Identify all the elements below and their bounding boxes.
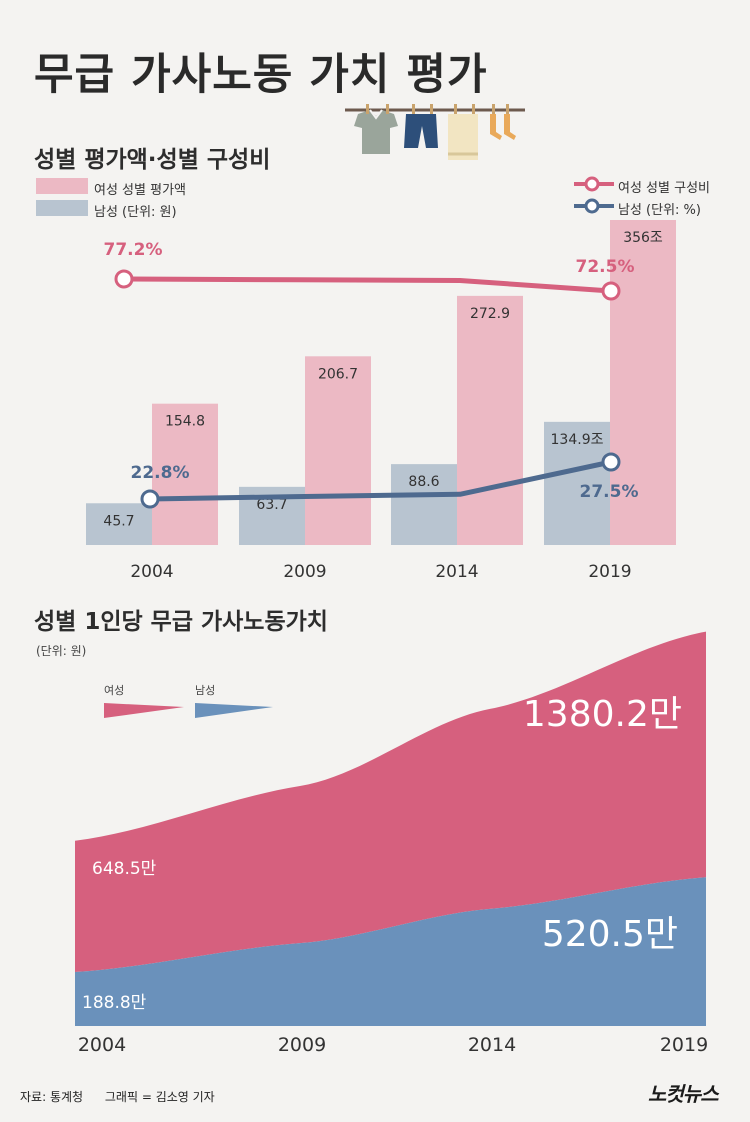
line-label-female-2019: 72.5%	[576, 257, 635, 277]
x-tick-2014: 2014	[435, 562, 478, 582]
bar-line-chart: 45.7 154.8 2004 63.7 206.7 2009 88.6 272.9 2014 1…	[86, 220, 676, 582]
x-tick-2019: 2019	[588, 562, 631, 582]
line-male	[149, 459, 612, 502]
area-label-male-2004: 188.8만	[82, 993, 147, 1013]
area-label-male-2019: 520.5만	[542, 914, 678, 955]
line-label-male-2019: 27.5%	[580, 482, 639, 502]
area-chart: 여성 남성 648.5만 1380.2만 188.8만 520.5만 2004 2009 2…	[75, 631, 708, 1056]
chart1-subtitle: 성별 평가액·성별 구성비	[34, 147, 271, 173]
x-tick-2019: 2019	[660, 1034, 708, 1056]
x-tick-2004: 2004	[78, 1034, 126, 1056]
area-female	[75, 631, 706, 973]
bar-label-female-2004: 154.8	[165, 414, 205, 430]
legend-label-female-line: 여성 성별 구성비	[618, 181, 710, 196]
line-point-male-2004	[140, 489, 160, 509]
chart2-unit: (단위: 원)	[36, 644, 87, 658]
x-tick-2014: 2014	[468, 1034, 516, 1056]
area-label-female-2019: 1380.2만	[523, 694, 682, 735]
bar-female-2014	[457, 295, 523, 545]
bar-label-female-2009: 206.7	[318, 366, 358, 382]
x-tick-2004: 2004	[130, 562, 173, 582]
footer-credits: 자료: 통계청 그래픽 = 김소영 기자	[20, 1088, 233, 1105]
legend-swatch-male-bar	[36, 200, 88, 216]
line-point-male-2019	[601, 452, 621, 472]
bar-female-2009	[305, 356, 371, 545]
legend-line-icons	[574, 176, 614, 214]
page-title: 무급 가사노동 가치 평가	[34, 50, 488, 100]
legend-swatch-female-bar	[36, 178, 88, 194]
bar-female-2004	[152, 403, 218, 545]
bar-label-male-2009: 63.7	[256, 497, 287, 513]
bar-female-2019	[610, 220, 676, 545]
legend-label-male-area: 남성	[195, 684, 215, 697]
area-male	[75, 877, 706, 1026]
bar-male-2019	[544, 421, 610, 545]
legend-swatch-male-area	[195, 703, 273, 718]
area-label-female-2004: 648.5만	[92, 859, 157, 879]
pants-icon	[404, 114, 438, 148]
bar-label-male-2019: 134.9조	[551, 432, 604, 448]
legend-label-female-bar: 여성 성별 평가액	[94, 183, 186, 198]
chart2-subtitle: 성별 1인당 무급 가사노동가치	[34, 609, 328, 635]
laundry-line-icon	[345, 104, 525, 160]
bar-male-2014	[391, 464, 457, 545]
line-label-male-2004: 22.8%	[131, 463, 190, 483]
towel-icon	[448, 114, 478, 160]
shirt-icon	[354, 109, 398, 154]
legend-label-male-bar: 남성 (단위: 원)	[94, 205, 177, 220]
line-point-female-2004	[114, 269, 134, 289]
line-female	[123, 276, 612, 294]
bar-label-female-2019: 356조	[623, 230, 663, 246]
line-point-female-2019	[601, 281, 621, 301]
socks-icon	[490, 114, 516, 140]
x-tick-2009: 2009	[283, 562, 326, 582]
legend-label-female-area: 여성	[104, 684, 124, 697]
source-text: 자료: 통계청	[20, 1090, 84, 1104]
line-label-female-2004: 77.2%	[104, 240, 163, 260]
publisher-logo: 노컷뉴스	[648, 1082, 719, 1106]
bar-label-female-2014: 272.9	[470, 306, 510, 322]
bar-male-2004	[86, 503, 152, 545]
x-tick-2009: 2009	[278, 1034, 326, 1056]
legend-label-male-line: 남성 (단위: %)	[618, 203, 701, 218]
bar-label-male-2014: 88.6	[408, 474, 439, 490]
graphic-credit: 그래픽 = 김소영 기자	[104, 1090, 215, 1104]
legend-swatch-female-area	[104, 703, 184, 718]
bar-label-male-2004: 45.7	[103, 513, 134, 529]
